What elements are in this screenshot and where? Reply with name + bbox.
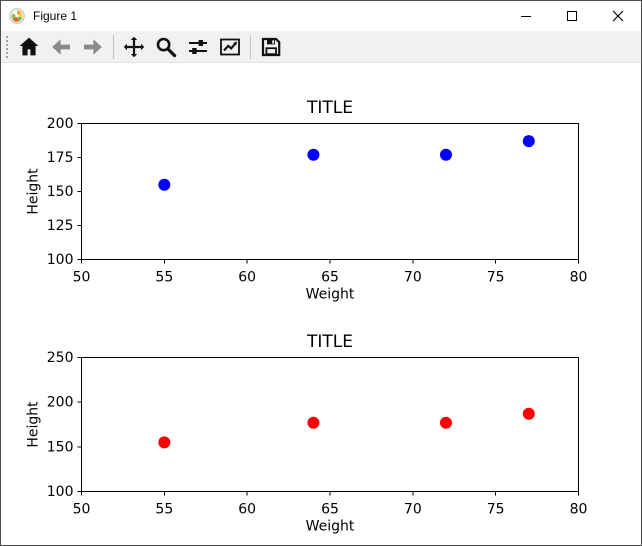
data-point <box>158 436 171 449</box>
save-button[interactable] <box>256 33 286 61</box>
close-button[interactable] <box>595 1 641 31</box>
y-tick-label: 250 <box>47 350 74 366</box>
edit-axis-button[interactable] <box>215 33 245 61</box>
title-bar[interactable]: Figure 1 <box>1 1 641 31</box>
x-tick-label: 60 <box>238 270 256 286</box>
scatter-plots[interactable]: TITLE 50 55 60 65 70 75 80 100 125 150 175 200 Weight… <box>1 63 641 545</box>
y-tick-label: 175 <box>47 150 74 166</box>
toolbar-separator <box>113 34 114 59</box>
subplot-2[interactable]: TITLE 50 55 60 65 70 75 80 100 150 200 250 Weight Hei… <box>26 332 588 535</box>
home-button[interactable] <box>14 33 44 61</box>
home-icon <box>19 37 39 55</box>
data-point <box>307 148 320 161</box>
x-tick-label: 75 <box>487 270 505 286</box>
x-axis-label: Weight <box>306 287 355 303</box>
zoom-rect-button[interactable] <box>151 33 181 61</box>
maximize-icon <box>567 11 577 21</box>
plot-title: TITLE <box>306 332 353 352</box>
back-button[interactable] <box>46 33 76 61</box>
figure-canvas[interactable]: TITLE 50 55 60 65 70 75 80 100 125 150 175 200 Weight… <box>1 63 641 545</box>
x-tick-label: 70 <box>404 502 422 518</box>
y-tick-label: 200 <box>47 116 74 132</box>
magnifier-icon <box>156 37 177 57</box>
x-tick-label: 50 <box>73 270 91 286</box>
x-tick-label: 70 <box>404 270 422 286</box>
x-axis-label: Weight <box>306 519 355 535</box>
window-title: Figure 1 <box>33 9 78 23</box>
y-axis-label: Height <box>26 401 42 448</box>
y-tick-label: 100 <box>47 484 74 500</box>
sliders-icon <box>189 39 207 54</box>
data-point <box>307 416 320 429</box>
x-tick-label: 80 <box>570 502 588 518</box>
data-point <box>439 148 452 161</box>
data-point <box>522 135 535 148</box>
axes-frame <box>81 357 579 492</box>
y-tick-label: 100 <box>47 252 74 268</box>
navigation-toolbar <box>1 31 641 63</box>
toolbar-separator <box>250 34 251 59</box>
toolbar-drag-handle[interactable] <box>5 34 9 59</box>
x-tick-label: 75 <box>487 502 505 518</box>
y-tick-label: 150 <box>47 184 74 200</box>
minimize-button[interactable] <box>503 1 549 31</box>
move-arrows-icon <box>123 36 145 57</box>
x-tick-label: 65 <box>321 502 339 518</box>
arrow-right-icon <box>84 38 102 55</box>
x-tick-label: 60 <box>238 502 256 518</box>
x-tick-label: 55 <box>155 502 173 518</box>
data-point <box>158 178 171 191</box>
x-tick-label: 80 <box>570 270 588 286</box>
y-tick-label: 150 <box>47 439 74 455</box>
x-tick-label: 55 <box>155 270 173 286</box>
data-point <box>522 407 535 420</box>
x-tick-label: 50 <box>73 502 91 518</box>
forward-button[interactable] <box>78 33 108 61</box>
x-tick-label: 65 <box>321 270 339 286</box>
plot-title: TITLE <box>306 98 353 118</box>
maximize-button[interactable] <box>549 1 595 31</box>
y-axis-label: Height <box>26 168 42 215</box>
y-tick-label: 200 <box>47 395 74 411</box>
floppy-disk-icon <box>261 37 281 56</box>
minimize-icon <box>521 16 531 17</box>
line-chart-icon <box>220 38 240 55</box>
matplotlib-logo-icon <box>9 8 25 24</box>
pan-button[interactable] <box>119 33 149 61</box>
y-tick-label: 125 <box>47 218 74 234</box>
configure-subplots-button[interactable] <box>183 33 213 61</box>
close-icon <box>612 10 624 22</box>
subplot-1[interactable]: TITLE 50 55 60 65 70 75 80 100 125 150 175 200 Weight… <box>26 98 588 303</box>
data-point <box>439 416 452 429</box>
arrow-left-icon <box>52 38 70 55</box>
axes-frame <box>81 123 579 260</box>
